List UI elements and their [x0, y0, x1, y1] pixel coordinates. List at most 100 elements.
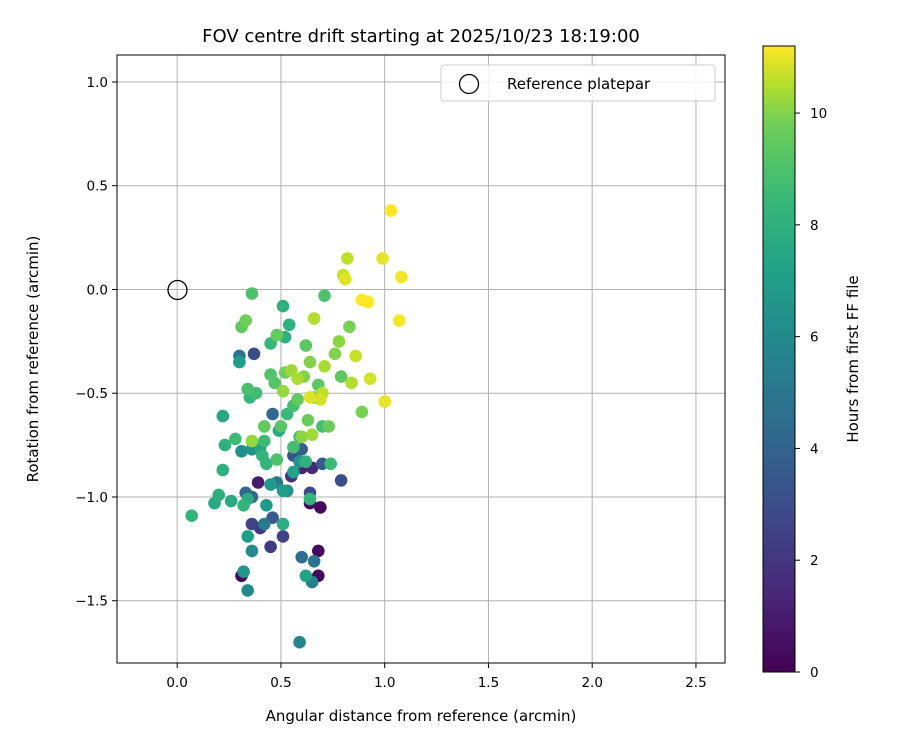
data-point	[270, 453, 284, 466]
legend-reference-icon	[458, 73, 480, 95]
data-point	[224, 494, 238, 508]
data-point	[314, 501, 327, 514]
data-point	[264, 540, 277, 554]
data-point	[376, 252, 389, 265]
data-point	[245, 287, 259, 300]
data-point	[276, 484, 290, 498]
y-tick-label: 0.5	[87, 179, 108, 195]
colorbar-tick-label: 4	[810, 441, 819, 457]
data-point	[258, 420, 271, 433]
x-tick-label: 0.5	[270, 675, 291, 691]
data-point	[247, 347, 261, 361]
data-point	[392, 314, 406, 327]
colorbar-tick-label: 0	[810, 665, 819, 681]
data-point	[322, 420, 336, 433]
data-point	[343, 320, 356, 334]
data-point	[233, 355, 246, 369]
x-axis-ticks: 0.0 0.5 1.0 1.5 2.0 2.5	[166, 663, 707, 691]
y-tick-label: 1.0	[87, 75, 108, 91]
grid-lines	[117, 55, 725, 663]
data-point	[218, 438, 232, 452]
data-point	[241, 584, 254, 597]
data-point	[185, 509, 198, 522]
data-point	[216, 409, 230, 423]
y-tick-label: 0.0	[87, 282, 108, 298]
data-point	[270, 328, 284, 342]
data-point	[282, 318, 296, 332]
data-point	[295, 550, 309, 564]
y-axis-ticks: 1.0 0.5 0.0 −0.5 −1.0 −1.5	[75, 75, 117, 610]
data-point	[260, 499, 273, 512]
data-point	[245, 517, 259, 531]
data-point	[245, 544, 259, 558]
colorbar: 0 2 4 6 8 10 Hours from first FF file	[762, 45, 862, 681]
colorbar-tick-label: 10	[810, 106, 827, 122]
data-point	[216, 463, 230, 477]
data-point	[291, 372, 304, 386]
data-point	[318, 289, 331, 303]
colorbar-tick-label: 2	[810, 553, 819, 569]
data-point	[276, 530, 290, 543]
y-axis-label: Rotation from reference (arcmin)	[24, 236, 42, 483]
data-point	[266, 407, 279, 421]
data-point	[355, 405, 369, 419]
y-tick-label: −1.5	[75, 594, 108, 610]
data-point	[328, 347, 342, 361]
x-tick-label: 0.0	[166, 675, 187, 691]
data-point	[293, 635, 306, 649]
data-point	[307, 555, 321, 568]
data-point	[237, 565, 250, 578]
data-point	[303, 355, 317, 369]
colorbar-label: Hours from first FF file	[844, 275, 862, 442]
data-point	[299, 339, 313, 352]
colorbar-ticks: 0 2 4 6 8 10	[795, 106, 827, 681]
data-point	[301, 413, 315, 427]
data-point	[363, 372, 377, 386]
data-point	[239, 314, 252, 327]
data-point	[295, 430, 309, 444]
data-point	[305, 428, 319, 442]
data-point	[303, 492, 317, 506]
data-point	[274, 420, 288, 433]
colorbar-frame	[762, 45, 796, 673]
legend: Reference platepar	[440, 64, 716, 102]
data-point	[303, 391, 317, 404]
data-point	[258, 434, 271, 448]
data-point	[355, 293, 369, 307]
reference-marker	[167, 279, 188, 301]
y-tick-label: −0.5	[75, 386, 108, 402]
data-point	[345, 376, 358, 390]
data-point	[349, 349, 362, 363]
data-point	[339, 272, 352, 286]
data-point	[332, 335, 346, 348]
data-point	[276, 517, 290, 531]
y-tick-label: −1.0	[75, 490, 108, 506]
data-point	[299, 455, 313, 469]
x-tick-label: 1.5	[478, 675, 499, 691]
data-point	[341, 252, 354, 265]
data-point	[255, 449, 269, 462]
data-point	[378, 395, 392, 408]
data-point	[251, 476, 265, 489]
x-tick-label: 2.5	[685, 675, 706, 691]
data-point	[299, 569, 313, 583]
colorbar-gradient	[763, 46, 795, 672]
data-point	[287, 440, 300, 454]
data-point	[334, 370, 348, 383]
plot-frame	[116, 54, 726, 664]
x-tick-label: 2.0	[581, 675, 602, 691]
data-point	[287, 465, 300, 479]
data-point	[276, 299, 290, 313]
data-point	[229, 432, 242, 446]
legend-box	[440, 64, 716, 102]
data-point	[212, 488, 225, 502]
data-point	[307, 312, 321, 325]
colorbar-tick-label: 6	[810, 330, 819, 346]
data-point	[264, 478, 277, 491]
data-point	[241, 530, 254, 543]
scatter-points	[185, 204, 408, 649]
data-point	[395, 270, 408, 284]
legend-entry-reference: Reference platepar	[507, 75, 651, 93]
data-point	[241, 382, 254, 396]
